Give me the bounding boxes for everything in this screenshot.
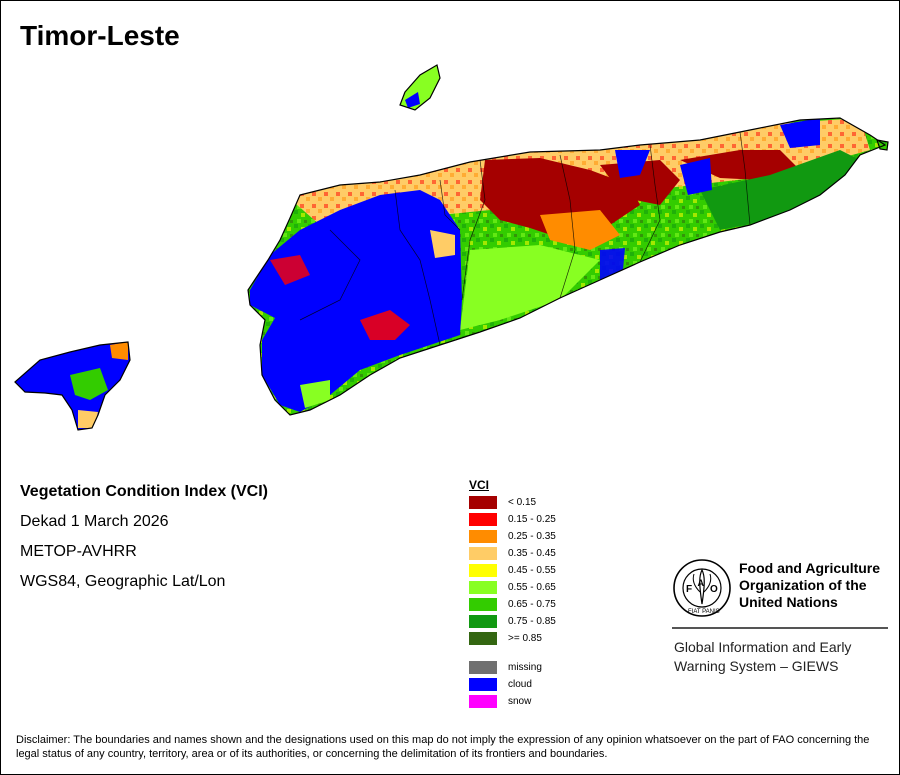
district-boundary [559,154,576,299]
district-boundary [639,144,661,263]
legend-label: >= 0.85 [508,632,542,644]
legend-item: < 0.15 [469,495,536,509]
coastline [876,139,889,151]
vci-class-area [700,150,860,230]
legend-item: 0.15 - 0.25 [469,512,556,526]
vci-class-area [110,342,128,360]
legend-label: 0.15 - 0.25 [508,513,556,525]
disclaimer: Disclaimer: The boundaries and names sho… [16,734,870,760]
legend-label: < 0.15 [508,496,537,508]
legend-item: snow [469,694,531,708]
organization-name: Food and Agriculture Organization of the… [739,560,881,610]
svg-text:O: O [710,584,718,595]
district-boundary [299,229,361,321]
system-name: Global Information and Early Warning Sys… [674,639,852,674]
legend-label: snow [508,695,532,707]
vci-cloud-area [600,248,625,285]
legend-swatch [469,495,497,509]
legend-label: cloud [508,678,532,690]
svg-text:F: F [686,584,692,595]
legend-label: missing [508,661,542,673]
legend-swatch [469,529,497,543]
vci-class-area [300,380,330,408]
legend-swatch [469,677,497,691]
fao-branding: F A O FIAT PANIS Food and Agriculture Or… [672,558,880,623]
legend-swatch [469,512,497,526]
fao-logo-icon: F A O FIAT PANIS [673,559,731,617]
legend-label: 0.55 - 0.65 [508,581,556,593]
vci-cloud-area [680,158,712,195]
district-boundary [439,179,461,231]
vci-cloud-area [250,190,462,412]
vci-cloud-area [15,342,130,430]
vci-class-area [360,310,410,340]
district-boundary [739,131,751,226]
district-boundary [394,189,441,346]
legend-swatch [469,580,497,594]
legend-swatch [469,694,497,708]
sensor-label: METOP-AVHRR [20,543,137,560]
vci-class-area [270,255,310,285]
coastline [399,64,441,111]
vci-class-area [78,410,98,428]
vci-class-area [430,230,455,258]
legend-label: 0.45 - 0.55 [508,564,556,576]
legend-item: 0.45 - 0.55 [469,563,556,577]
district-boundary [461,159,486,301]
legend-item: 0.75 - 0.85 [469,614,556,628]
vci-class-area [540,210,620,250]
vci-cloud-area [780,118,820,148]
legend-swatch [469,631,497,645]
legend-swatch [469,546,497,560]
vci-map [14,64,889,431]
svg-text:FIAT PANIS: FIAT PANIS [688,609,720,615]
legend-swatch [469,614,497,628]
vci-class-area [400,65,440,110]
vci-cloud-area [405,92,420,108]
legend-swatch [469,597,497,611]
legend-item: 0.65 - 0.75 [469,597,556,611]
legend-label: 0.75 - 0.85 [508,615,556,627]
legend-item: cloud [469,677,532,691]
legend-label: 0.35 - 0.45 [508,547,556,559]
vci-class-area [70,368,108,400]
legend-item: missing [469,660,542,674]
legend-item: 0.35 - 0.45 [469,546,556,560]
legend-item: >= 0.85 [469,631,542,645]
projection-label: WGS84, Geographic Lat/Lon [20,573,226,590]
svg-text:A: A [698,578,705,588]
legend-label: 0.25 - 0.35 [508,530,556,542]
legend-label: 0.65 - 0.75 [508,598,556,610]
divider [672,627,888,629]
map-title: Timor-Leste [20,20,180,51]
index-name: Vegetation Condition Index (VCI) [20,483,268,500]
vci-cloud-area [615,150,650,178]
period-label: Dekad 1 March 2026 [20,513,169,530]
legend-swatch [469,563,497,577]
coastline [14,341,131,431]
legend-swatch [469,660,497,674]
legend-item: 0.25 - 0.35 [469,529,556,543]
legend-item: 0.55 - 0.65 [469,580,556,594]
vci-class-area [460,245,600,330]
legend-title: VCI [469,478,490,492]
